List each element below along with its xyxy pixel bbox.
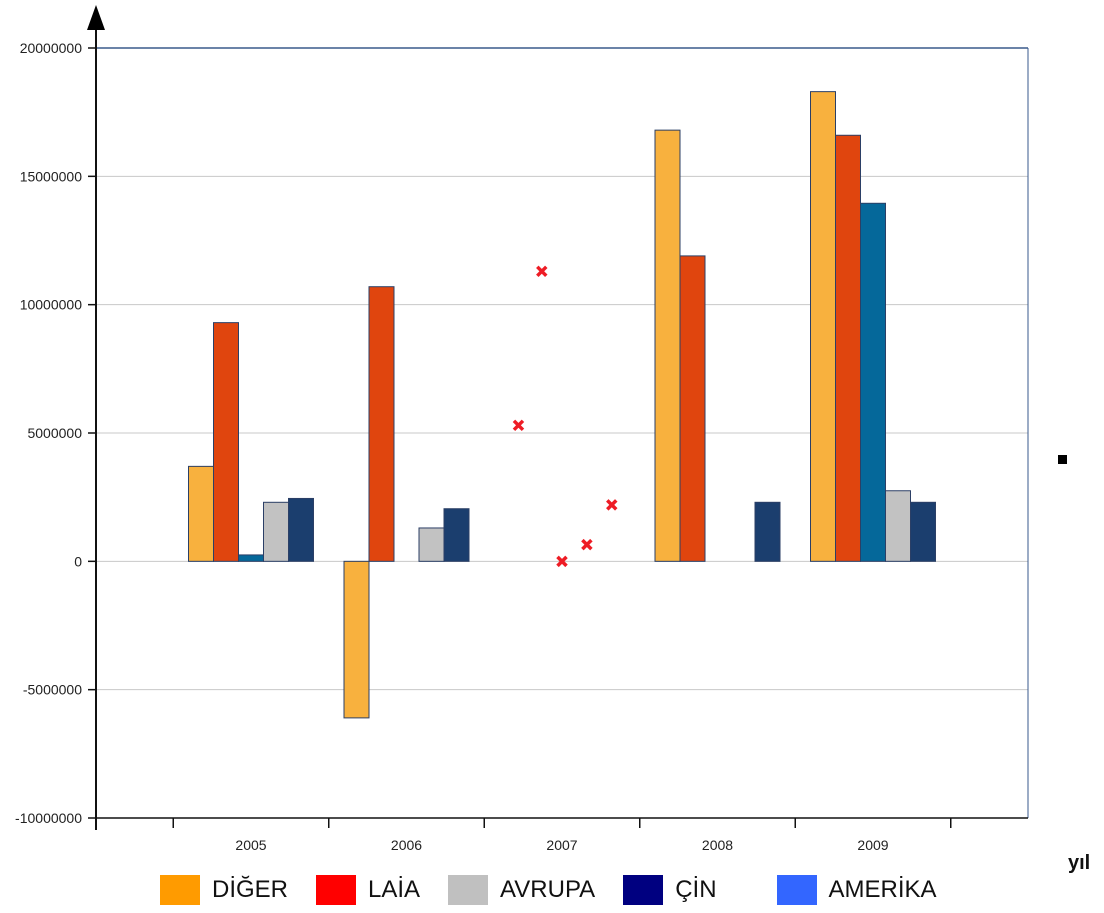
x-tick-label: 2005: [235, 837, 266, 853]
x-marker: [581, 538, 593, 551]
y-tick-label: 5000000: [27, 425, 82, 441]
x-marker-stroke: [556, 555, 568, 568]
legend-swatch: [623, 875, 664, 905]
legend-label: AVRUPA: [500, 876, 596, 903]
legend-label: AMERİKA: [828, 876, 937, 903]
bar: [343, 560, 370, 719]
bar: [418, 527, 445, 562]
legend-swatch: [776, 875, 817, 905]
bar: [654, 129, 681, 562]
y-tick-label: 15000000: [20, 168, 83, 184]
bar: [679, 255, 706, 562]
bar: [213, 322, 239, 562]
x-axis-label: yıl: [1068, 852, 1091, 874]
legend-item-laia: LAİA: [316, 875, 420, 905]
y-tick-label: 10000000: [20, 297, 83, 313]
bar: [860, 202, 886, 562]
x-tick-label: 2006: [391, 837, 422, 853]
x-marker: [606, 499, 618, 511]
x-marker: [536, 265, 548, 278]
y-tick-label: 20000000: [20, 40, 83, 56]
x-marker: [556, 555, 568, 568]
x-tick-label: 2009: [857, 837, 888, 853]
x-tick-labels: 2005 2006 2007 2008 2009: [235, 837, 888, 853]
legend-label: ÇİN: [675, 876, 717, 903]
y-tick-label: 0: [74, 553, 82, 569]
bar: [443, 508, 470, 562]
bar: [885, 490, 911, 562]
axes: [87, 5, 1029, 830]
x-marker-stroke: [512, 419, 525, 432]
y-tick-label: -10000000: [15, 810, 82, 826]
x-marker: [512, 419, 525, 432]
bar: [910, 501, 936, 562]
marker-dot: [1058, 455, 1067, 464]
marker-series: [512, 265, 618, 568]
bar: [238, 554, 264, 562]
x-tick-label: 2008: [702, 837, 733, 853]
bar: [810, 91, 836, 562]
bar-series: [188, 91, 936, 719]
legend-swatch: [448, 875, 489, 905]
y-axis-arrow-icon: [87, 5, 105, 30]
y-tick-label: -5000000: [23, 682, 82, 698]
legend-label: LAİA: [368, 876, 421, 903]
x-marker-stroke: [581, 538, 593, 551]
legend-item-cin: ÇİN: [623, 875, 717, 905]
legend-swatch: [316, 875, 357, 905]
bar: [188, 465, 214, 562]
bar: [835, 134, 861, 562]
bar: [368, 286, 395, 562]
legend-item-avrupa: AVRUPA: [448, 875, 595, 905]
legend-item-amerika: AMERİKA: [776, 875, 937, 905]
legend-item-diger: DİĞER: [160, 875, 288, 905]
legend-label: DİĞER: [212, 876, 289, 903]
legend-swatch: [160, 875, 200, 905]
legend: DİĞER LAİA AVRUPA ÇİN AMERİKA: [160, 872, 965, 908]
x-marker-stroke: [606, 499, 618, 511]
bar: [754, 501, 781, 562]
x-tick-label: 2007: [546, 837, 577, 853]
bar: [263, 501, 289, 562]
y-tick-labels: 20000000 15000000 10000000 5000000 0 -5000000…: [15, 40, 82, 826]
x-marker-stroke: [536, 265, 548, 278]
bar: [288, 497, 314, 562]
